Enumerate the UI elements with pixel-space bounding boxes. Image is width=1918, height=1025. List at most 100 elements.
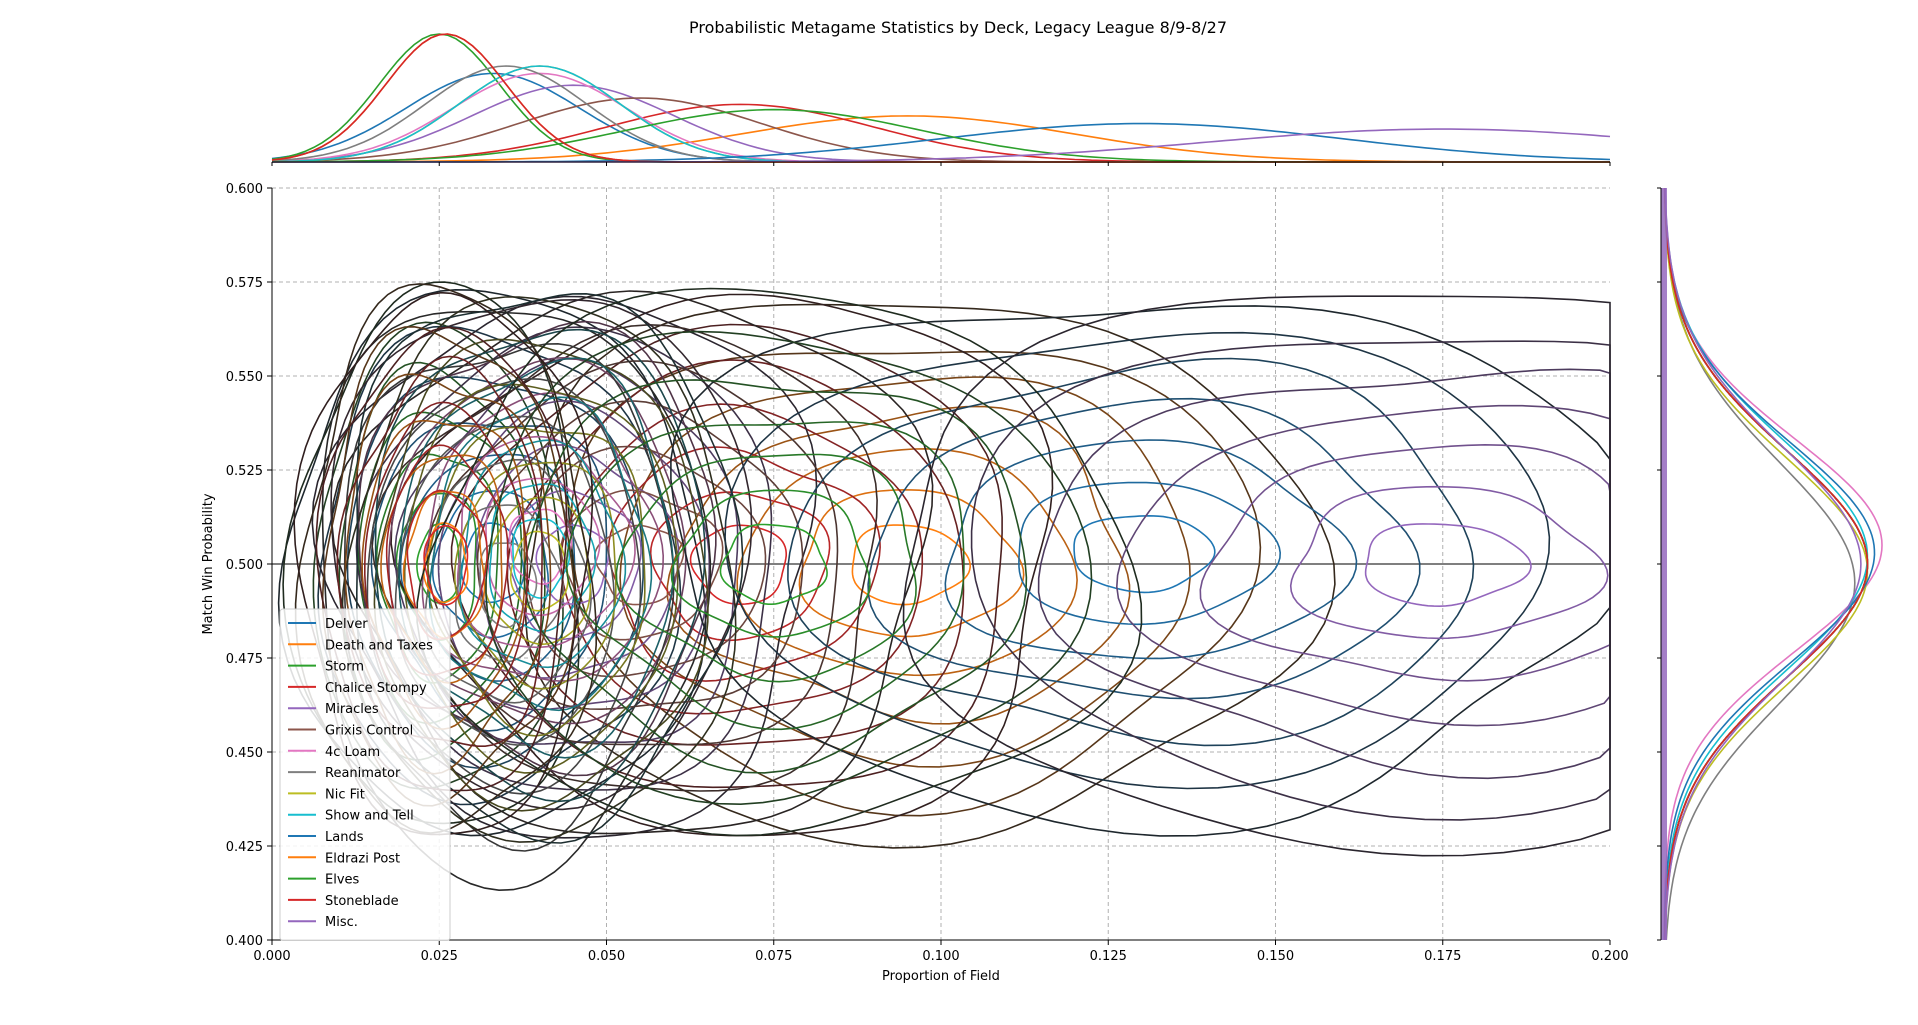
contour-line [361, 420, 526, 731]
x-tick-label: 0.150 [1257, 949, 1294, 964]
contour-line [787, 357, 1475, 747]
legend-label: Misc. [325, 915, 358, 930]
legend-entry: Misc. [288, 915, 358, 930]
contour-group [355, 292, 744, 844]
grid-layer [272, 187, 1610, 940]
contour-line [619, 376, 1191, 768]
contour-line [798, 488, 1025, 638]
contour-line [459, 439, 627, 669]
contour-line [450, 323, 1003, 789]
contour-line [293, 291, 594, 836]
legend-box [279, 608, 451, 941]
contour-group [670, 305, 1611, 837]
contour-line [426, 360, 839, 746]
contour-line [416, 523, 461, 604]
legend-label: Show and Tell [325, 809, 414, 824]
y-tick-label: 0.525 [226, 464, 263, 479]
contour-line [331, 290, 934, 835]
legend-entry: Storm [288, 660, 364, 675]
contour-line [594, 524, 685, 606]
contour-group [293, 291, 594, 836]
legend-label: Lands [325, 830, 364, 845]
contour-line [388, 356, 687, 725]
legend-label: 4c Loam [325, 745, 380, 760]
y-tick-label: 0.575 [226, 276, 263, 291]
legend-entry: Lands [288, 830, 364, 845]
contour-group [331, 290, 934, 835]
contour-line [670, 489, 871, 638]
contour-group [902, 295, 1611, 857]
y-tick-label: 0.475 [226, 652, 263, 667]
contour-line [294, 283, 598, 834]
x-tick-label: 0.050 [588, 949, 625, 964]
legend-entry: Nic Fit [288, 787, 365, 802]
contour-line [403, 383, 679, 774]
legend-entry: Grixis Control [288, 724, 413, 739]
contour-line [479, 542, 538, 629]
contour-line [366, 377, 642, 795]
contour-line [736, 447, 1078, 677]
contour-line [1199, 443, 1611, 682]
contour-line [509, 530, 569, 612]
top-marginal-panel [271, 33, 1611, 166]
contour-line [851, 524, 972, 606]
y-tick-label: 0.425 [226, 840, 263, 855]
contour-line [455, 504, 565, 663]
x-tick-label: 0.000 [253, 949, 290, 964]
contour-line [428, 396, 653, 712]
contour-line [560, 403, 924, 715]
contour-line [355, 292, 744, 844]
axes-layer: 0.000 0.025 0.050 0.075 0.100 0.125 0.150 0.175… [226, 182, 1629, 964]
legend-entry: Eldrazi Post [288, 851, 400, 866]
legend-entry: Elves [288, 873, 360, 888]
contour-line [357, 320, 717, 777]
contour-layer [277, 281, 1611, 892]
contour-line [565, 421, 965, 731]
x-tick-label: 0.025 [421, 949, 458, 964]
legend-entry: Delver [288, 617, 368, 632]
legend-label: Reanimator [325, 766, 401, 781]
contour-line [1364, 523, 1532, 608]
legend-label: Nic Fit [325, 787, 365, 802]
legend-entry: Chalice Stompy [288, 681, 427, 696]
legend-label: Stoneblade [325, 894, 399, 909]
contour-line [394, 357, 739, 745]
contour-line [321, 310, 712, 892]
y-tick-label: 0.500 [226, 558, 263, 573]
contour-line [315, 326, 568, 792]
contour-line [476, 400, 804, 711]
legend-label: Storm [325, 660, 364, 675]
legend-entry: Show and Tell [288, 809, 414, 824]
contour-line [1073, 514, 1216, 594]
legend-label: Death and Taxes [325, 638, 433, 653]
x-tick-label: 0.125 [1090, 949, 1127, 964]
legend-label: Chalice Stompy [325, 681, 427, 696]
contour-line [364, 401, 529, 710]
contour-line [282, 281, 580, 825]
contour-line [512, 518, 571, 599]
legend-label: Miracles [325, 702, 379, 717]
contour-line [390, 293, 1054, 837]
contour-line [336, 355, 543, 747]
y-axis-label: Match Win Probability [201, 493, 216, 634]
legend-entry: Death and Taxes [288, 638, 433, 653]
contour-line [1289, 485, 1609, 640]
contour-line [416, 287, 1143, 837]
contour-line [385, 444, 509, 676]
y-tick-label: 0.550 [226, 370, 263, 385]
contour-line [523, 379, 1028, 774]
main-plot-panel: 0.000 0.025 0.050 0.075 0.100 0.125 0.150 0.175… [226, 182, 1629, 964]
contour-line [724, 331, 1551, 790]
x-tick-label: 0.175 [1424, 949, 1461, 964]
contour-line [867, 397, 1421, 700]
legend-entry: Miracles [288, 702, 379, 717]
contour-line [485, 330, 1093, 806]
contour-line [719, 523, 828, 605]
contour-line [1018, 481, 1282, 626]
contour-line [902, 295, 1611, 857]
contour-line [374, 328, 706, 803]
y-tick-label: 0.600 [226, 182, 263, 197]
legend: Delver Death and Taxes Storm Chalice Stompy… [279, 608, 451, 941]
chart-title: Probabilistic Metagame Statistics by Dec… [689, 18, 1227, 37]
